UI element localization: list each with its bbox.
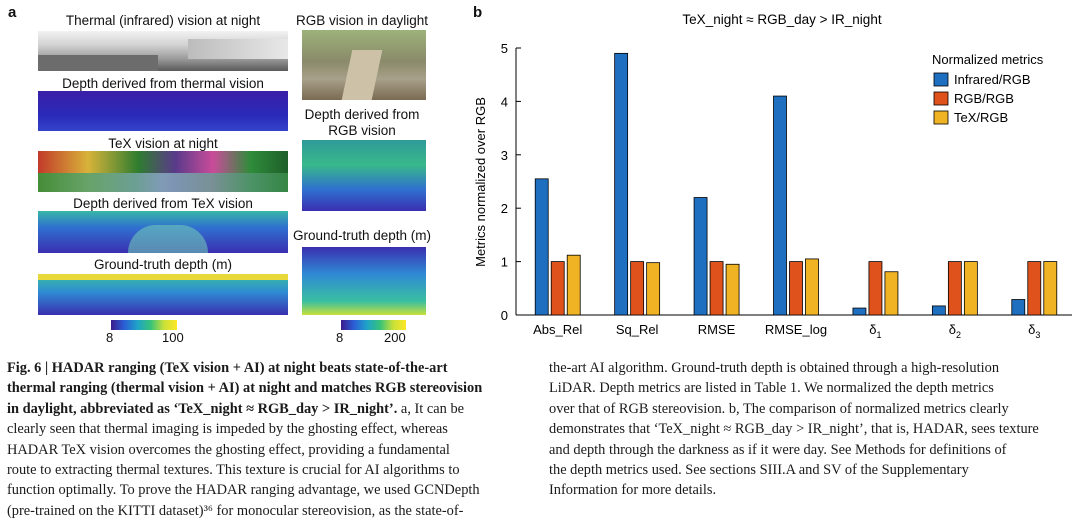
bar-TeX/RGB xyxy=(963,261,978,316)
x-tick-label: δ2 xyxy=(949,322,961,340)
chart-title: TeX_night ≈ RGB_day > IR_night xyxy=(682,12,881,27)
y-tick-label: 3 xyxy=(501,148,508,163)
bar-RGB/RGB xyxy=(1027,261,1042,316)
caption-left-line: route to extracting thermal textures. Th… xyxy=(7,462,460,479)
panel-b-label: b xyxy=(473,4,483,21)
bar-RGB/RGB xyxy=(709,261,724,316)
tex-depth-image xyxy=(38,211,288,253)
thermal-depth-title: Depth derived from thermal vision xyxy=(62,76,264,91)
tex-vision-title: TeX vision at night xyxy=(108,136,218,151)
right-colorbar-max: 200 xyxy=(384,330,406,345)
bar-TeX/RGB xyxy=(884,271,899,316)
y-tick-label: 1 xyxy=(501,255,508,270)
tex-depth-title: Depth derived from TeX vision xyxy=(73,196,253,211)
rgb-depth-image xyxy=(302,140,426,211)
thermal-vision-title: Thermal (infrared) vision at night xyxy=(65,13,261,28)
x-tick-label: Sq_Rel xyxy=(616,322,659,337)
bar-Infrared/RGB xyxy=(1011,299,1026,316)
rgb-vision-title: RGB vision in daylight xyxy=(295,13,429,28)
bar-TeX/RGB xyxy=(646,262,661,316)
right-colorbar xyxy=(341,320,406,330)
caption-right-line: Information for more details. xyxy=(549,482,717,499)
rgb-vision-image xyxy=(302,30,426,100)
y-tick-label: 0 xyxy=(501,308,508,323)
caption-right-line: the depth metrics used. See sections SII… xyxy=(549,462,969,479)
legend-entry: TeX/RGB xyxy=(954,110,1008,125)
y-tick-label: 4 xyxy=(501,94,508,109)
bar-Infrared/RGB xyxy=(614,52,629,316)
legend-title: Normalized metrics xyxy=(932,52,1044,67)
caption-right-line: the-art AI algorithm. Ground-truth depth… xyxy=(549,360,1000,376)
caption-left-line: clearly seen that thermal imaging is imp… xyxy=(7,421,448,438)
bar-RGB/RGB xyxy=(868,261,883,316)
ground-truth-right-title: Ground-truth depth (m) xyxy=(292,228,432,243)
left-colorbar-max: 100 xyxy=(162,330,184,345)
bar-Infrared/RGB xyxy=(534,178,549,316)
ground-truth-left-image xyxy=(38,274,288,315)
rgb-depth-title: Depth derived from RGB vision xyxy=(304,107,420,138)
bar-chart: TeX_night ≈ RGB_day > IR_night Metrics n… xyxy=(473,12,1072,340)
x-tick-label: δ3 xyxy=(1028,322,1040,340)
x-tick-label: RMSE xyxy=(698,322,736,337)
bar-Infrared/RGB xyxy=(693,197,708,316)
x-tick-label: RMSE_log xyxy=(765,322,827,337)
caption-right: the-art AI algorithm. Ground-truth depth… xyxy=(549,358,1074,501)
caption-right-line: LiDAR. Depth metrics are listed in Table… xyxy=(549,380,994,397)
bar-RGB/RGB xyxy=(630,261,645,316)
x-tick-label: Abs_Rel xyxy=(533,322,582,337)
legend-entry: RGB/RGB xyxy=(954,91,1014,106)
bar-RGB/RGB xyxy=(550,261,565,316)
y-tick-label: 2 xyxy=(501,201,508,216)
legend-entry: Infrared/RGB xyxy=(954,72,1031,87)
legend-swatch xyxy=(933,72,949,87)
bar-TeX/RGB xyxy=(725,263,740,316)
y-tick-label: 5 xyxy=(501,41,508,56)
bar-RGB/RGB xyxy=(789,261,803,316)
right-colorbar-min: 8 xyxy=(336,330,344,345)
bar-TeX/RGB xyxy=(1043,261,1058,316)
bar-TeX/RGB xyxy=(805,258,819,316)
caption-left-line: (pre-trained on the KITTI dataset)³⁶ for… xyxy=(7,502,464,519)
caption-bold-line-2: thermal ranging (thermal vision + AI) at… xyxy=(7,380,483,397)
bar-Infrared/RGB xyxy=(931,305,946,316)
bar-RGB/RGB xyxy=(947,261,962,316)
left-colorbar xyxy=(111,320,177,330)
caption-left: Fig. 6 | HADAR ranging (TeX vision + AI)… xyxy=(7,358,537,521)
thermal-vision-image xyxy=(38,31,288,71)
caption-left-line: function optimally. To prove the HADAR r… xyxy=(7,482,480,499)
caption-bold-line-3: in daylight, abbreviated as ‘TeX_night ≈… xyxy=(7,400,398,417)
caption-left-line: HADAR TeX vision overcomes the ghosting … xyxy=(7,441,450,458)
tex-vision-image xyxy=(38,151,288,192)
panel-a-label: a xyxy=(8,4,17,21)
caption-right-line: over that of RGB stereovision. b, The co… xyxy=(549,400,1009,417)
caption-line-3-rest: a, It can be xyxy=(397,400,465,417)
thermal-depth-image xyxy=(38,91,288,131)
y-axis-label: Metrics normalized over RGB xyxy=(473,97,488,267)
legend-swatch xyxy=(933,110,949,125)
bar-Infrared/RGB xyxy=(852,307,867,316)
caption-right-line: demonstrates that ‘TeX_night ≈ RGB_day >… xyxy=(549,421,1039,438)
ground-truth-right-image xyxy=(302,247,426,315)
x-tick-label: δ1 xyxy=(869,322,881,340)
legend-swatch xyxy=(933,91,949,106)
caption-bold-line-1: Fig. 6 | HADAR ranging (TeX vision + AI)… xyxy=(7,360,448,376)
caption-right-line: and depth through the darkness as if it … xyxy=(549,441,1007,458)
bar-TeX/RGB xyxy=(566,254,581,316)
left-colorbar-min: 8 xyxy=(106,330,114,345)
ground-truth-left-title: Ground-truth depth (m) xyxy=(93,257,233,272)
bar-Infrared/RGB xyxy=(773,95,787,316)
